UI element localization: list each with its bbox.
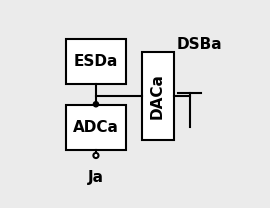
Text: ADCa: ADCa <box>73 120 119 135</box>
Bar <box>141 52 174 140</box>
Text: Ja: Ja <box>88 170 104 185</box>
Bar <box>66 105 126 150</box>
Text: ESDa: ESDa <box>74 54 118 69</box>
Circle shape <box>93 102 99 107</box>
Circle shape <box>93 153 99 158</box>
Text: DSBa: DSBa <box>176 37 222 52</box>
Bar <box>66 39 126 84</box>
Text: DACa: DACa <box>150 73 165 119</box>
